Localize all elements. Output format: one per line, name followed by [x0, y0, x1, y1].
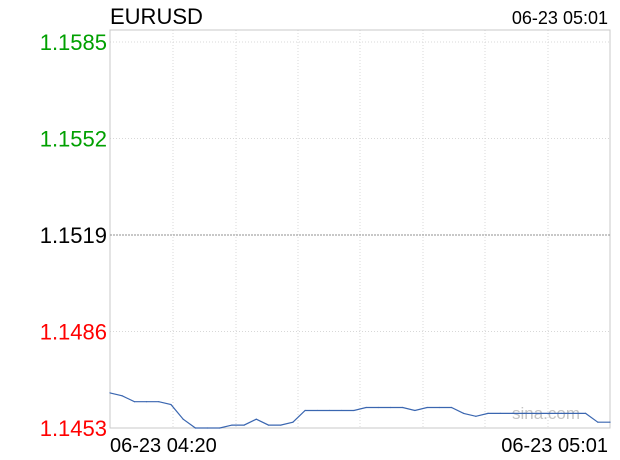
- data-point: [316, 409, 318, 412]
- data-point: [426, 406, 428, 409]
- grid: [110, 30, 610, 429]
- data-point: [182, 418, 184, 420]
- data-point: [267, 424, 270, 426]
- y-tick-label: 1.1585: [40, 30, 107, 55]
- data-point: [475, 415, 477, 417]
- data-point: [109, 392, 111, 394]
- price-points: [109, 392, 611, 429]
- data-point: [414, 409, 416, 412]
- data-point: [524, 412, 526, 414]
- y-tick-label: 1.1519: [40, 223, 107, 248]
- data-point: [585, 412, 587, 414]
- x-tick-label-start: 06-23 04:20: [110, 435, 217, 457]
- data-point: [194, 427, 196, 429]
- data-point: [609, 421, 611, 423]
- data-point: [560, 412, 562, 414]
- y-tick-label: 1.1453: [40, 416, 107, 441]
- x-tick-label-end: 06-23 05:01: [501, 435, 608, 457]
- data-point: [597, 421, 599, 423]
- data-point: [133, 401, 135, 403]
- y-tick-label: 1.1552: [40, 127, 107, 152]
- data-point: [572, 412, 575, 414]
- plot-frame: [109, 29, 611, 429]
- data-point: [121, 395, 123, 397]
- data-point: [402, 406, 404, 409]
- data-point: [487, 412, 489, 414]
- y-tick-label: 1.1486: [40, 320, 107, 345]
- data-point: [292, 421, 294, 423]
- data-point: [170, 404, 172, 406]
- data-point: [243, 424, 245, 426]
- data-point: [438, 406, 440, 409]
- price-series-line: [109, 392, 610, 429]
- data-point: [280, 424, 282, 426]
- data-point: [206, 427, 209, 429]
- data-point: [499, 412, 501, 414]
- data-point: [389, 406, 392, 409]
- y-tick-labels: 1.1585 1.1552 1.1519 1.1486 1.1453: [40, 30, 107, 441]
- data-point: [145, 401, 148, 403]
- data-point: [536, 412, 538, 414]
- data-point: [341, 409, 343, 412]
- data-point: [304, 409, 306, 412]
- data-point: [158, 401, 160, 403]
- data-point: [450, 406, 453, 409]
- data-point: [463, 412, 465, 414]
- data-point: [511, 412, 514, 414]
- data-point: [377, 406, 379, 409]
- data-point: [328, 409, 331, 412]
- data-point: [255, 418, 257, 420]
- chart-title: EURUSD: [110, 4, 203, 29]
- data-point: [231, 424, 233, 426]
- data-point: [365, 406, 367, 409]
- data-point: [353, 409, 355, 412]
- timestamp: 06-23 05:01: [512, 8, 608, 28]
- data-point: [548, 412, 550, 414]
- data-point: [219, 427, 221, 429]
